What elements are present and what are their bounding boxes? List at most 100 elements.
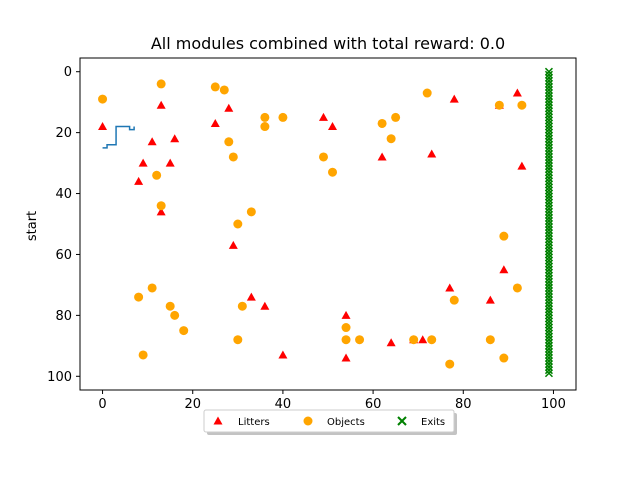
exit-point — [544, 329, 553, 338]
exit-point — [544, 299, 553, 308]
litter-point — [228, 240, 238, 249]
exit-point — [544, 296, 553, 305]
object-point — [147, 283, 157, 293]
exit-point — [544, 79, 553, 88]
litter-point — [246, 292, 256, 301]
legend-litters-marker — [213, 416, 223, 425]
legend: Litters Objects Exits — [203, 409, 457, 435]
object-point — [422, 88, 432, 98]
exit-point — [544, 192, 553, 201]
exit-point — [544, 347, 553, 356]
exit-point — [544, 186, 553, 195]
object-point — [449, 295, 459, 305]
exit-point — [544, 107, 553, 116]
exit-point — [544, 70, 553, 79]
exit-point — [544, 259, 553, 268]
litter-point — [138, 158, 148, 167]
object-point — [318, 152, 328, 162]
y-tick-label: 0 — [64, 65, 72, 80]
litter-point — [134, 176, 144, 185]
exit-point — [544, 162, 553, 171]
exit-point — [544, 82, 553, 91]
exit-point — [544, 204, 553, 213]
object-point — [165, 301, 175, 311]
exit-point — [544, 277, 553, 286]
exit-point — [544, 92, 553, 101]
exit-point — [544, 229, 553, 238]
object-point — [156, 79, 166, 89]
litter-point — [499, 265, 509, 274]
litter-point — [278, 350, 288, 359]
y-axis-label: start — [25, 211, 40, 241]
object-point — [391, 112, 401, 122]
object-point — [179, 326, 189, 336]
object-point — [237, 301, 247, 311]
chart-title: All modules combined with total reward: … — [151, 34, 505, 53]
exit-point — [544, 265, 553, 274]
exit-point — [544, 213, 553, 222]
object-point — [98, 94, 108, 104]
exit-point — [544, 152, 553, 162]
exit-point — [544, 317, 553, 326]
litter-point — [377, 152, 387, 161]
object-point — [341, 323, 351, 333]
litter-point — [318, 112, 328, 121]
exit-point — [544, 268, 553, 277]
exit-point — [544, 143, 553, 152]
exit-point — [544, 360, 553, 369]
exit-point — [544, 134, 553, 143]
exit-point — [544, 201, 553, 210]
exit-point — [544, 256, 553, 265]
exit-point — [544, 95, 553, 104]
exit-point — [544, 232, 553, 241]
exit-point — [544, 235, 553, 244]
object-point — [138, 350, 148, 360]
exit-point — [544, 283, 553, 292]
object-point — [512, 283, 522, 293]
exit-point — [544, 174, 553, 183]
litter-point — [147, 137, 157, 146]
x-tick-label: 0 — [98, 397, 106, 412]
exit-point — [544, 165, 553, 174]
litter-point — [156, 100, 166, 109]
object-point — [386, 134, 396, 144]
object-point — [445, 359, 455, 369]
exit-point — [544, 113, 553, 122]
x-tick-label: 40 — [275, 397, 292, 412]
object-point — [260, 122, 270, 132]
litter-point — [341, 310, 351, 319]
object-point — [246, 207, 256, 217]
litter-point — [386, 338, 396, 347]
exit-point — [544, 189, 553, 198]
exit-point — [544, 253, 553, 262]
exit-point — [544, 122, 553, 131]
object-point — [219, 85, 229, 95]
x-tick-label: 60 — [365, 397, 382, 412]
object-point — [233, 335, 243, 345]
exit-point — [544, 131, 553, 140]
exit-point — [544, 177, 553, 186]
exit-point — [544, 274, 553, 283]
exit-point — [544, 125, 553, 134]
exit-point — [544, 332, 553, 341]
exit-point — [544, 180, 553, 189]
exit-point — [544, 302, 553, 311]
exit-point — [544, 210, 553, 219]
exit-point — [544, 104, 553, 113]
litter-point — [170, 134, 180, 143]
exit-point — [544, 286, 553, 296]
object-point — [427, 335, 437, 345]
exit-point — [544, 320, 553, 329]
exit-point — [544, 311, 553, 320]
litter-point — [512, 88, 522, 97]
exit-point — [544, 241, 553, 250]
object-point — [341, 335, 351, 345]
exit-point — [544, 293, 553, 302]
object-point — [228, 152, 238, 162]
exit-point — [544, 280, 553, 289]
exit-point — [544, 149, 553, 158]
litter-point — [98, 122, 108, 131]
exit-point — [544, 323, 553, 332]
exit-point — [544, 353, 553, 363]
